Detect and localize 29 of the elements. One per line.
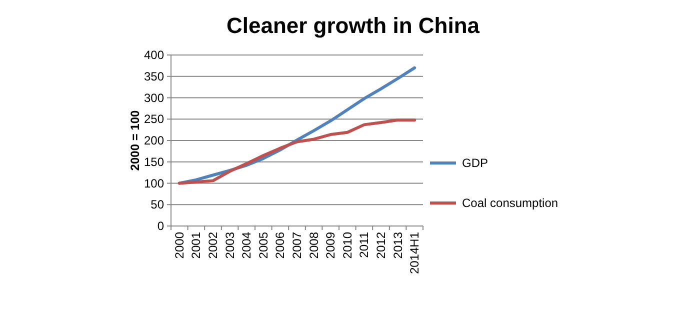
x-tick-label: 2005 xyxy=(256,232,270,259)
x-tick-label: 2012 xyxy=(374,232,388,259)
x-tick-label: 2009 xyxy=(324,232,338,259)
x-tick-label: 2000 xyxy=(172,232,186,259)
y-tick-label: 300 xyxy=(144,90,164,105)
x-tick-label: 2013 xyxy=(390,232,405,259)
x-tick-label: 2014H1 xyxy=(408,232,422,274)
x-tick-label: 2003 xyxy=(222,232,237,259)
chart-title: Cleaner growth in China xyxy=(226,13,480,38)
line-series xyxy=(178,118,416,185)
legend-label: Coal consumption xyxy=(462,196,558,210)
y-tick-label: 50 xyxy=(150,198,164,212)
x-tick-label: 2006 xyxy=(273,232,288,259)
x-tick-label: 2004 xyxy=(240,232,254,259)
y-axis-title: 2000 = 100 xyxy=(128,110,142,171)
x-tick-label: 2002 xyxy=(206,232,220,259)
y-tick-label: 250 xyxy=(144,112,164,126)
x-tick-label: 2001 xyxy=(189,232,204,259)
y-tick-label: 400 xyxy=(144,48,164,62)
x-tick-label: 2011 xyxy=(357,232,372,258)
x-tick-label: 2010 xyxy=(340,232,354,259)
y-tick-label: 200 xyxy=(144,134,164,148)
legend-label: GDP xyxy=(462,156,488,170)
y-tick-label: 350 xyxy=(144,69,164,84)
y-tick-label: 100 xyxy=(144,176,164,190)
x-tick-label: 2007 xyxy=(290,232,304,259)
y-tick-label: 150 xyxy=(144,154,164,169)
x-tick-label: 2008 xyxy=(306,232,321,259)
y-tick-label: 0 xyxy=(157,219,164,233)
